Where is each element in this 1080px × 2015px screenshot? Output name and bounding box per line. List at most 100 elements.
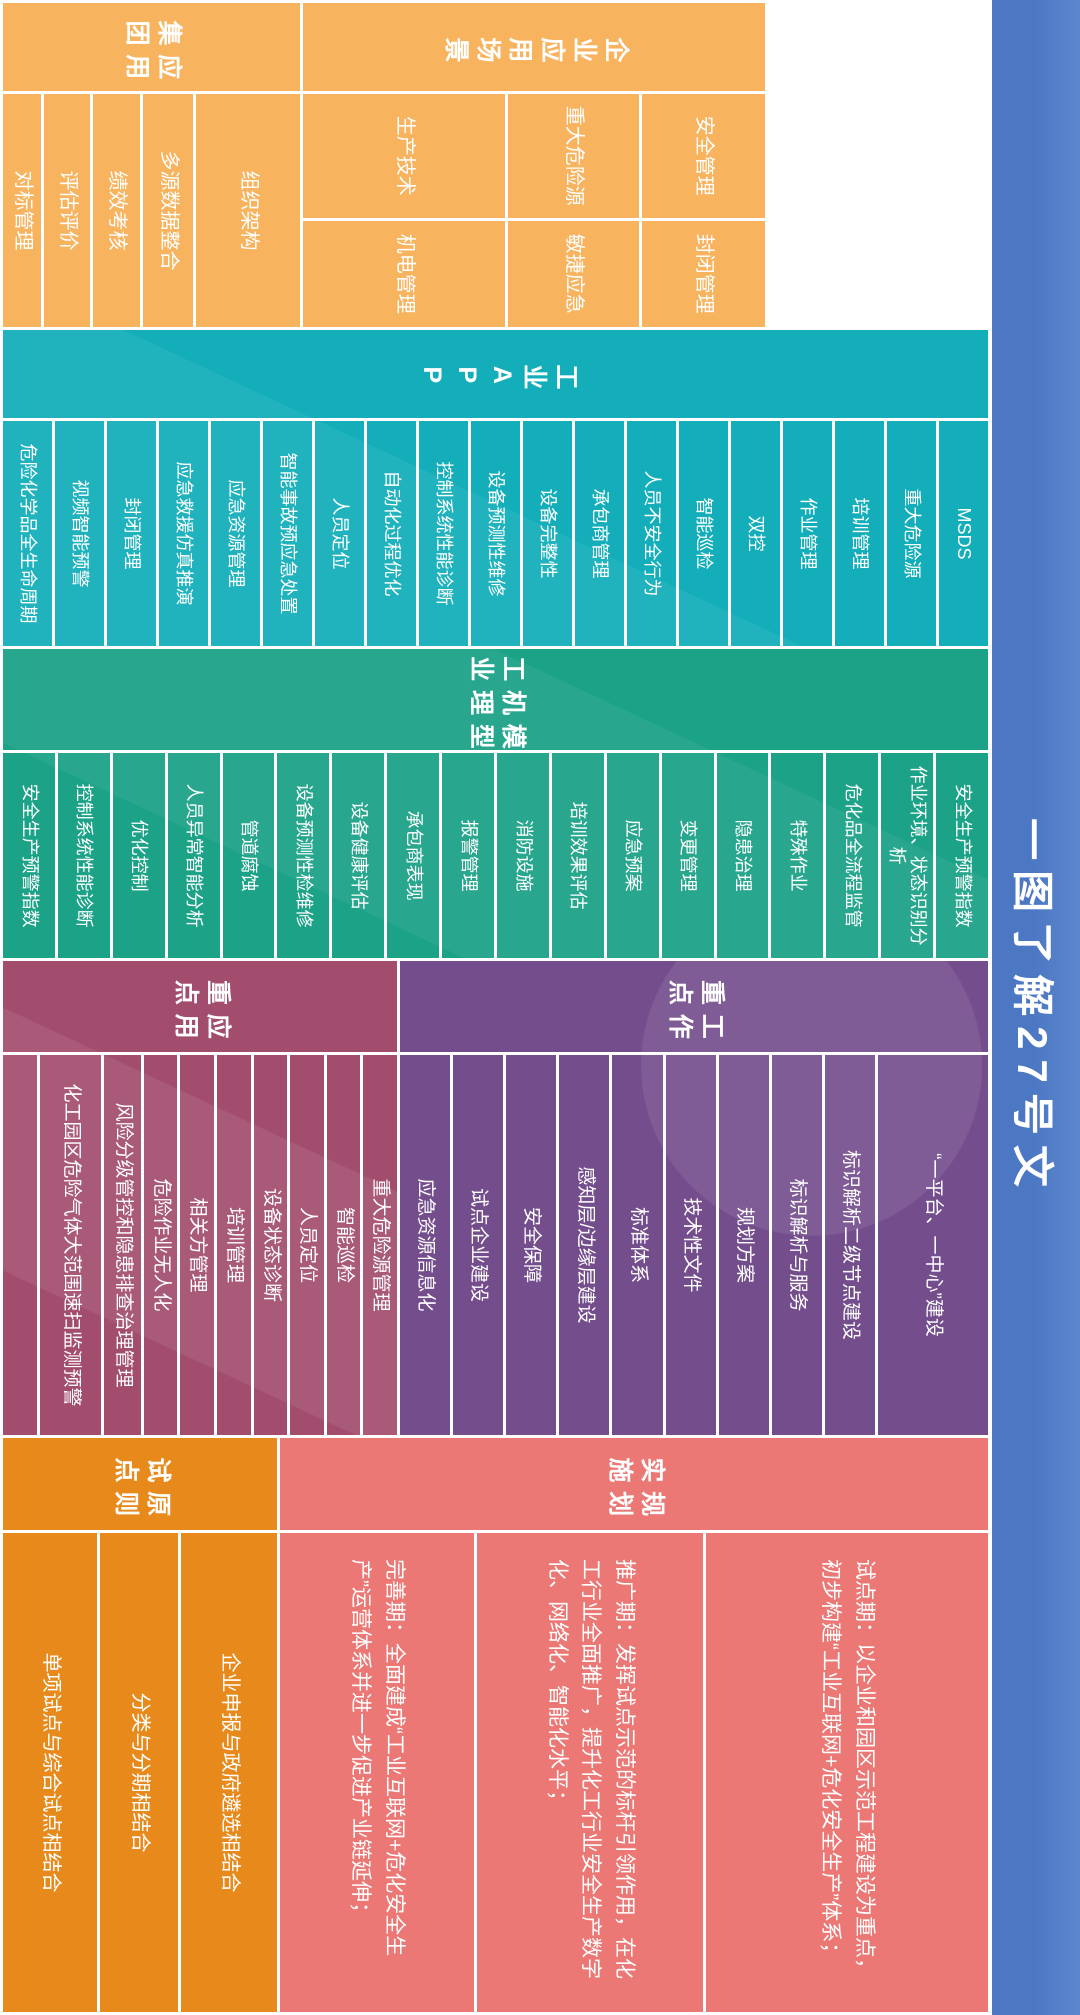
list-item: 优化控制 (112, 753, 165, 958)
list-item: 风险分级管控和隐患排查治理管理 (104, 1055, 141, 1435)
list-item: 双控 (731, 421, 780, 646)
list-item: 应急救援仿真推演 (159, 421, 208, 646)
list-item: 智能巡检 (679, 421, 728, 646)
list-item: 设备状态诊断 (253, 1055, 288, 1435)
section-industrial-model: 工业 机理 模型 安全生产预警指数 作业环境、状态识别分析 危化品全流程监管 特殊作业… (2, 649, 988, 958)
implementation-plan-items: 试点期：以企业和园区示范工程建设为重点，初步构建“工业互联网+危化安全生产”体系… (280, 1533, 988, 2012)
list-item: 人员定位 (290, 1055, 324, 1435)
section-group-application: 集团 应用 组织架构 多源数据整合 绩效考核 评估评价 对标管理 (2, 3, 300, 327)
key-application-items: 重大危险源管理 智能巡检 人员定位 设备状态诊断 培训管理 相关方管理 危险作业无人化 风险分… (3, 1055, 397, 1435)
enterprise-scenarios-title: 企业应用场景 (438, 33, 630, 62)
list-item: 标准体系 (612, 1055, 663, 1435)
industrial-model-items: 安全生产预警指数 作业环境、状态识别分析 危化品全流程监管 特殊作业 隐患治理 变更管理应… (2, 753, 988, 958)
list-item: 封闭管理 (107, 421, 156, 646)
implementation-plan-title: 实施 规划 (602, 1454, 666, 1516)
list-item: 重大危险源 (887, 421, 936, 646)
list-item: 设备预测性检维修 (277, 753, 330, 958)
list-item: 控制系统性能诊断 (57, 753, 110, 958)
list-item: 重大危险源管理 (363, 1055, 397, 1435)
title-banner: 一图了解27号文 (992, 0, 1080, 2015)
list-item: 重大危险源 (507, 94, 640, 218)
item-row: 生产技术 机电管理 (303, 94, 505, 327)
list-item: 试点企业建设 (453, 1055, 504, 1435)
list-item: 标识解析二级节点建设 (824, 1055, 875, 1435)
section-implementation-plan: 实施 规划 试点期：以企业和园区示范工程建设为重点，初步构建“工业互联网+危化安… (280, 1438, 988, 2012)
list-item: 变更管理 (661, 753, 714, 958)
section-key-work: 重点 工作 “一平台、一中心”建设 标识解析二级节点建设 标识解析与服务 规划方案 技术… (399, 961, 988, 1435)
list-item: 智能事故预应急处置 (263, 421, 312, 646)
list-item: 危化品全流程监管 (826, 753, 879, 958)
section-pilot-principles: 试点 原则 企业申报与政府遴选相结合 分类与分期相结合 单项试点与综合试点相结合 (3, 1438, 277, 2012)
list-item: 作业环境、状态识别分析 (881, 753, 934, 958)
list-item: 技术性文件 (665, 1055, 716, 1435)
implementation-plan-header: 实施 规划 (280, 1438, 988, 1530)
list-item: 评估评价 (44, 94, 90, 327)
industrial-model-header: 工业 机理 模型 (3, 649, 988, 751)
list-item: 培训管理 (217, 1055, 251, 1435)
list-item: 试点期：以企业和园区示范工程建设为重点，初步构建“工业互联网+危化安全生产”体系… (706, 1533, 988, 2012)
pilot-principles-title: 试点 原则 (108, 1454, 172, 1516)
list-item: 隐患治理 (716, 753, 769, 958)
list-item: 安全生产预警指数 (936, 753, 988, 958)
list-item: 组织架构 (196, 94, 300, 327)
list-item: 报警管理 (442, 753, 494, 958)
list-item: 机电管理 (303, 220, 505, 327)
list-item: 视频智能预警 (55, 421, 104, 646)
pilot-principles-header: 试点 原则 (3, 1438, 277, 1530)
section-industrial-app: 工业APP MSDS 重大危险源 培训管理 作业管理 双控 智能巡检 人员不安全行为 承包商管… (3, 330, 988, 646)
list-item: 作业管理 (783, 421, 832, 646)
industrial-app-items: MSDS 重大危险源 培训管理 作业管理 双控 智能巡检 人员不安全行为 承包商管理 设备完整性… (3, 421, 988, 646)
list-item: 应急资源信息化 (399, 1055, 451, 1435)
key-application-title: 重点 应用 (168, 976, 232, 1039)
list-item: 应急资源管理 (211, 421, 260, 646)
enterprise-scenarios-header: 企业应用场景 (303, 3, 765, 91)
list-item: 控制系统性能诊断 (419, 421, 468, 646)
list-item: 智能巡检 (326, 1055, 361, 1435)
item-row: 重大危险源 敏捷应急 (507, 94, 640, 327)
list-item: 化工园区危险气体大范围速扫监测预警 (39, 1055, 102, 1435)
key-work-items: “一平台、一中心”建设 标识解析二级节点建设 标识解析与服务 规划方案 技术性文件 标准体… (399, 1055, 988, 1435)
key-work-header: 重点 工作 (400, 961, 988, 1052)
section-key-application: 重点 应用 重大危险源管理 智能巡检 人员定位 设备状态诊断 培训管理 相关方管理 危险作业… (3, 961, 397, 1435)
list-item: 敏捷应急 (507, 220, 640, 327)
list-item: 分类与分期相结合 (100, 1533, 178, 2012)
list-item: 消防设施 (496, 753, 549, 958)
list-item: 推广期：发挥试点示范的标杆引领作用，在化工行业全面推广，提升化工行业安全生产数字… (477, 1533, 704, 2012)
list-item: 规划方案 (718, 1055, 769, 1435)
list-item (3, 1055, 37, 1435)
list-item: 企业申报与政府遴选相结合 (180, 1533, 277, 2012)
enterprise-scenarios-items: 安全管理 封闭管理 重大危险源 敏捷应急 生产技术 机电管理 (303, 94, 765, 327)
list-item: 自动化过程优化 (367, 421, 416, 646)
list-item: 生产技术 (303, 94, 505, 218)
list-item: 人员不安全行为 (627, 421, 676, 646)
group-application-title: 集团 应用 (119, 17, 184, 79)
list-item: MSDS (939, 421, 988, 646)
list-item: 人员异常智能分析 (167, 753, 220, 958)
list-item: 培训效果评估 (551, 753, 604, 958)
list-item: 人员定位 (315, 421, 364, 646)
list-item: 承包商管理 (575, 421, 624, 646)
list-item: 安全保障 (506, 1055, 557, 1435)
page-title: 一图了解27号文 (1009, 818, 1057, 1197)
list-item: 承包商表现 (387, 753, 440, 958)
list-item: 应急预案 (606, 753, 659, 958)
group-application-header: 集团 应用 (3, 3, 300, 91)
list-item: 安全管理 (642, 94, 765, 218)
industrial-app-header: 工业APP (3, 330, 988, 418)
list-item: 单项试点与综合试点相结合 (3, 1533, 97, 2012)
pilot-principles-items: 企业申报与政府遴选相结合 分类与分期相结合 单项试点与综合试点相结合 (3, 1533, 277, 2012)
list-item: 设备健康评估 (332, 753, 385, 958)
list-item: 危险作业无人化 (143, 1055, 178, 1435)
list-item: 安全生产预警指数 (2, 753, 55, 958)
key-work-title: 重点 工作 (662, 976, 726, 1039)
industrial-app-title: 工业APP (411, 360, 580, 389)
list-item: 特殊作业 (771, 753, 824, 958)
section-enterprise-scenarios: 企业应用场景 安全管理 封闭管理 重大危险源 敏捷应急 生产技术 机电管理 (303, 3, 765, 327)
list-item: 管道腐蚀 (222, 753, 275, 958)
list-item: 绩效考核 (92, 94, 140, 327)
list-item: 感知层/边缘层建设 (559, 1055, 610, 1435)
industrial-model-title: 工业 机理 模型 (463, 652, 528, 749)
list-item: 封闭管理 (642, 220, 765, 327)
list-item: 设备预测性维修 (471, 421, 520, 646)
